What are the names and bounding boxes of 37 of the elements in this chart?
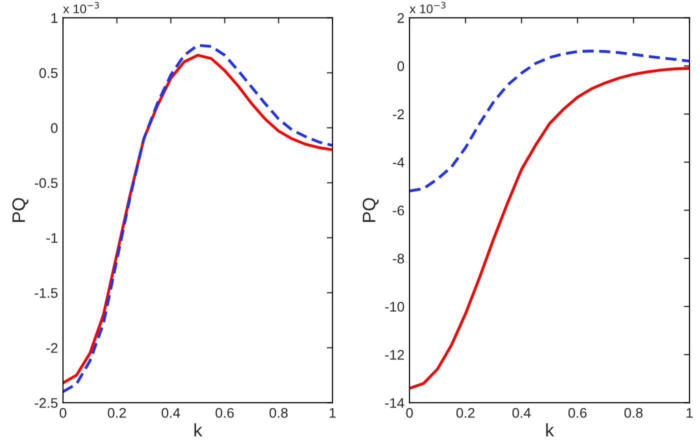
x-tick-label: 0.4 [512,408,531,418]
y-tick-label: 0 [397,61,404,72]
y-tick-label: -8 [392,254,404,264]
x-tick-label: 0.6 [568,408,587,418]
y-tick-label: -12 [385,350,404,360]
y-tick-label: -2 [46,343,58,353]
y-tick-label: -4 [392,158,404,168]
x-tick-label: 0 [60,408,66,418]
y-tick-label: 2 [398,13,404,23]
x-tick-label: 1 [330,408,336,418]
y-tick-label: 0 [50,123,58,133]
y-tick-label: -2.5 [34,398,58,408]
y-tick-label: -1.5 [34,288,58,298]
x-tick-label: 0.2 [108,408,126,418]
x-tick-label: 0.2 [456,408,474,418]
x-tick-label: 0.8 [269,408,288,418]
y-tick-label: -10 [385,302,404,312]
x-axis-title: k [546,423,554,436]
y-tick-label: 1 [51,13,58,23]
text: x 10$^{−3}$ [63,2,99,14]
line-series [410,66,690,390]
y-tick-label: -14 [385,398,404,408]
y-tick-label: -2 [392,109,404,120]
text: x 10$^{−3}$ [410,2,446,14]
y-tick-label: -1 [46,233,58,243]
y-tick-label: -6 [392,206,404,216]
y-tick-label: -0.5 [34,178,58,188]
x-axis-title: k [194,423,202,436]
x-tick-label: 0.4 [162,408,180,418]
x-tick-label: 0.8 [624,408,643,418]
y-axis-title: PQ [362,198,379,222]
line-series [410,50,690,192]
x-tick-label: 1 [686,408,693,418]
y-tick-label: 0.5 [39,68,58,78]
y-axis-title: PQ [12,198,28,222]
x-tick-label: 0 [406,408,413,418]
x-tick-label: 0.6 [216,408,234,418]
